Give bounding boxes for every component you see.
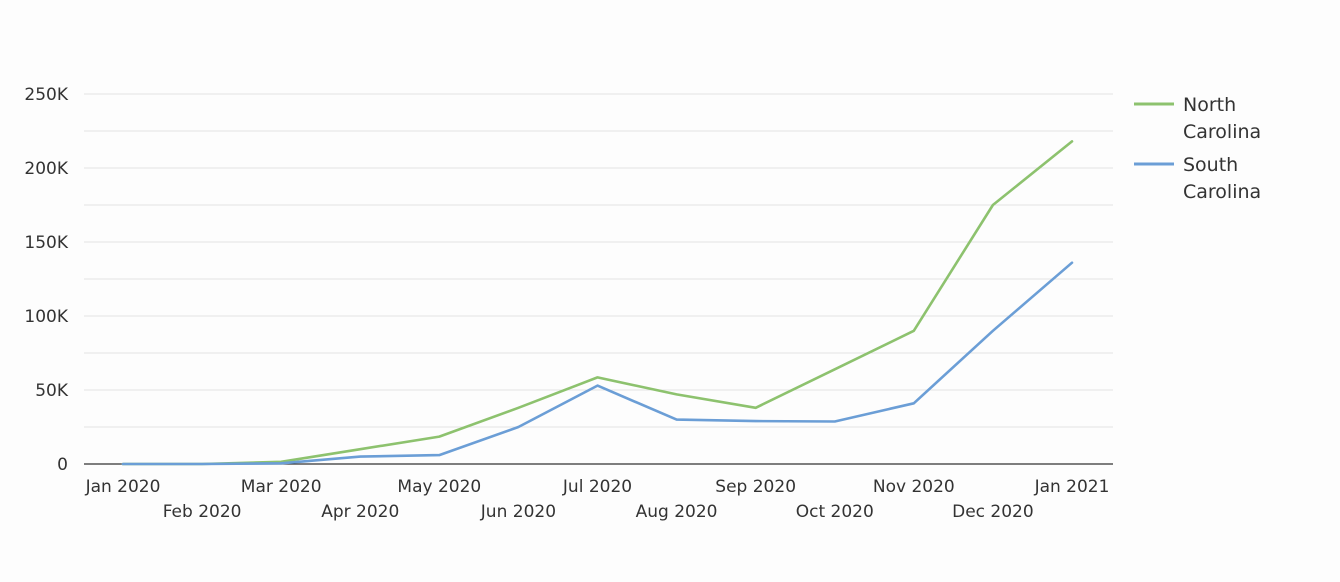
series-line-south-carolina	[121, 261, 1074, 466]
y-tick-label: 250K	[24, 85, 68, 105]
legend-label: South Carolina	[1183, 154, 1261, 203]
x-tick-label: Aug 2020	[636, 502, 718, 522]
y-tick-label: 200K	[24, 159, 68, 179]
legend: North Carolina South Carolina	[1134, 94, 1261, 203]
y-tick-label: 150K	[24, 233, 68, 253]
x-tick-label: Oct 2020	[796, 502, 874, 522]
y-tick-label: 100K	[24, 307, 68, 327]
series-layer	[121, 140, 1074, 466]
x-tick-label: May 2020	[397, 477, 481, 497]
x-tick-label: Mar 2020	[241, 477, 322, 497]
x-tick-label: Jun 2020	[480, 502, 556, 522]
x-tick-label: Sep 2020	[715, 477, 796, 497]
x-tick-label: Jan 2020	[85, 477, 161, 497]
x-tick-label: Apr 2020	[321, 502, 399, 522]
series-line-north-carolina	[121, 140, 1074, 466]
x-tick-label: Feb 2020	[163, 502, 242, 522]
x-tick-label: Jan 2021	[1034, 477, 1110, 497]
grid-layer	[84, 93, 1113, 428]
legend-label: North Carolina	[1183, 94, 1261, 143]
x-tick-label: Nov 2020	[873, 477, 955, 497]
y-tick-label: 0	[57, 455, 68, 475]
y-tick-label: 50K	[35, 381, 69, 401]
x-tick-label: Dec 2020	[952, 502, 1034, 522]
x-tick-label: Jul 2020	[562, 477, 632, 497]
